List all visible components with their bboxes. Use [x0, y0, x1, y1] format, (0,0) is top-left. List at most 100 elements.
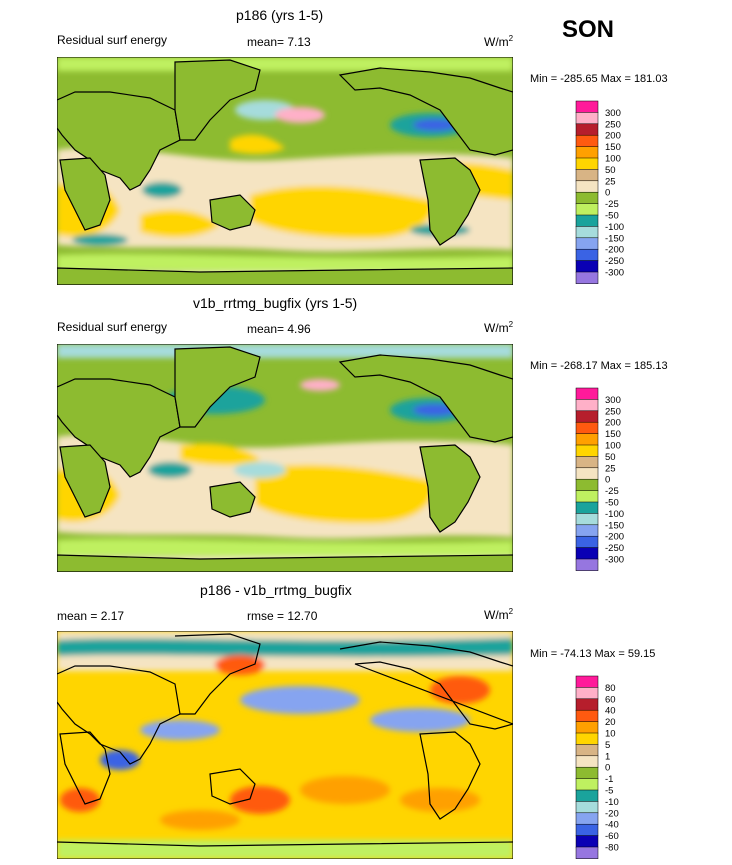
colorbar-1-swatch	[575, 134, 599, 148]
colorbar-1-swatch	[575, 169, 599, 182]
colorbar-1-label: 50	[605, 165, 616, 176]
colorbar-2-swatch	[575, 478, 599, 492]
panel-1-mean: mean= 7.13	[247, 35, 311, 49]
colorbar-1-label: 100	[605, 154, 621, 165]
map-1-continents	[57, 59, 513, 285]
map-1	[57, 57, 513, 285]
colorbar-2-label: -150	[605, 520, 624, 531]
colorbar-3-label: 40	[605, 706, 616, 717]
colorbar-1-swatch	[575, 123, 599, 136]
colorbar-1-swatch	[575, 180, 599, 193]
colorbar-3-swatch	[575, 846, 599, 859]
colorbar-3-label: -10	[605, 797, 619, 808]
colorbar-1-swatch	[575, 112, 599, 125]
colorbar-3-label: -5	[605, 786, 613, 797]
map-3	[57, 631, 513, 859]
colorbar-2-swatch	[575, 467, 599, 480]
colorbar-3-label: -80	[605, 843, 619, 854]
colorbar-1-swatch	[575, 226, 599, 239]
colorbar-2-swatch	[575, 558, 599, 571]
colorbar-1-label: 250	[605, 119, 621, 130]
colorbar-2-label: 0	[605, 475, 610, 486]
colorbar-2-swatch	[575, 524, 599, 537]
colorbar-1-swatch	[575, 100, 599, 113]
colorbar-2-label: -50	[605, 498, 619, 509]
colorbar-1-label: -25	[605, 199, 619, 210]
map-3-field	[57, 631, 513, 859]
map-1-field	[57, 57, 513, 285]
colorbar-3-label: -1	[605, 774, 613, 785]
colorbar-2-label: 200	[605, 418, 621, 429]
panel-3-rmse: rmse = 12.70	[247, 609, 318, 623]
colorbar-1: 30025020015010050250-25-50-100-150-200-2…	[575, 100, 624, 284]
panel-3-mean: mean = 2.17	[57, 609, 125, 623]
map-3-coastlines	[57, 633, 513, 847]
colorbar-2-label: 250	[605, 406, 621, 417]
panel-1-minmax: Min = -285.65 Max = 181.03	[530, 73, 668, 85]
colorbar-3-label: -60	[605, 831, 619, 842]
colorbar-3-label: 60	[605, 694, 616, 705]
colorbar-2-label: 50	[605, 452, 616, 463]
colorbar-3-label: 0	[605, 763, 610, 774]
colorbar-1-swatch	[575, 237, 599, 250]
panel-2-minmax: Min = -268.17 Max = 185.13	[530, 360, 668, 372]
colorbar-1-swatch	[575, 157, 599, 170]
panel-3-minmax: Min = -74.13 Max = 59.15	[530, 648, 656, 660]
colorbar-3-swatch	[575, 709, 599, 723]
colorbar-1-swatch	[575, 271, 599, 284]
colorbar-1-swatch	[575, 214, 599, 227]
colorbar-3-swatch	[575, 778, 599, 791]
colorbar-3-swatch	[575, 835, 599, 848]
panel-1-left-label: Residual surf energy	[57, 33, 168, 47]
colorbar-1-label: 200	[605, 131, 621, 142]
panel-1-units: W/m2	[484, 34, 514, 49]
map-2-continents	[57, 346, 513, 572]
colorbar-2-label: -100	[605, 509, 624, 520]
colorbar-2-swatch	[575, 490, 599, 503]
colorbar-2-swatch	[575, 433, 599, 446]
colorbar-1-swatch	[575, 146, 599, 159]
colorbar-2-label: -200	[605, 532, 624, 543]
colorbar-2-swatch	[575, 399, 599, 412]
colorbar-1-label: 0	[605, 188, 610, 199]
colorbar-1-label: 300	[605, 108, 621, 119]
map-2	[57, 344, 513, 572]
colorbar-2-label: -300	[605, 555, 624, 566]
colorbar-2-swatch	[575, 501, 599, 514]
colorbar-3-swatch	[575, 732, 599, 745]
colorbar-1-swatch	[575, 248, 599, 262]
colorbar-2-label: -25	[605, 486, 619, 497]
colorbar-1-label: -100	[605, 222, 624, 233]
colorbar-1-label: -300	[605, 268, 624, 279]
colorbar-3-swatch	[575, 789, 599, 802]
colorbar-1-swatch	[575, 203, 599, 216]
colorbar-3-swatch	[575, 812, 599, 825]
colorbar-1-label: -200	[605, 245, 624, 256]
colorbar-2-label: -250	[605, 543, 624, 554]
colorbar-2-label: 150	[605, 429, 621, 440]
colorbar-3-swatch	[575, 766, 599, 780]
colorbar-2-swatch	[575, 421, 599, 435]
colorbar-3-label: 20	[605, 717, 616, 728]
panel-3-units: W/m2	[484, 607, 514, 622]
panel-2-left-label: Residual surf energy	[57, 320, 168, 334]
colorbar-1-label: -250	[605, 256, 624, 267]
colorbar-3-swatch	[575, 721, 599, 734]
colorbar-3-label: 10	[605, 729, 616, 740]
colorbar-2: 30025020015010050250-25-50-100-150-200-2…	[575, 387, 624, 571]
panel-1-title: p186 (yrs 1-5)	[236, 7, 324, 23]
panel-2-title: v1b_rrtmg_bugfix (yrs 1-5)	[193, 295, 358, 311]
colorbar-2-swatch	[575, 513, 599, 526]
colorbar-3-label: -40	[605, 820, 619, 831]
colorbar-3-swatch	[575, 687, 599, 700]
colorbar-1-label: 150	[605, 142, 621, 153]
panel-3-title: p186 - v1b_rrtmg_bugfix	[200, 582, 352, 598]
colorbar-2-label: 300	[605, 395, 621, 406]
colorbar-2-swatch	[575, 547, 599, 560]
colorbar-2-swatch	[575, 535, 599, 549]
colorbar-1-swatch	[575, 191, 599, 205]
season-label: SON	[562, 16, 615, 43]
colorbar-3-swatch	[575, 675, 599, 688]
